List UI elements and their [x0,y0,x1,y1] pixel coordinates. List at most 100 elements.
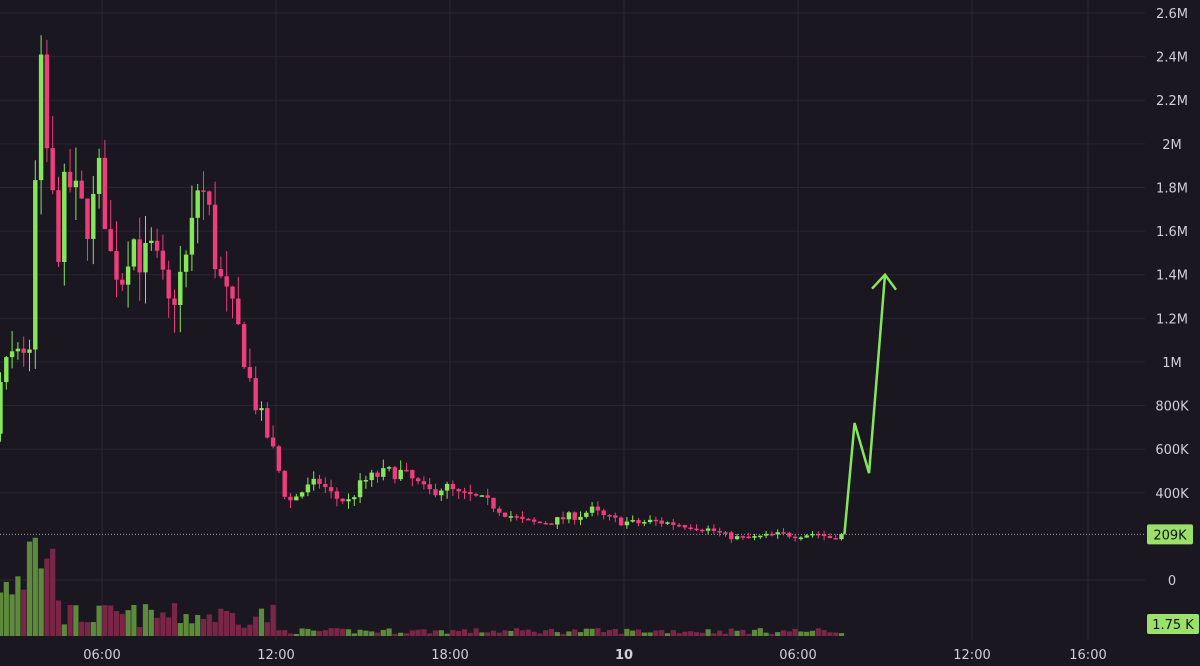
candle-body [520,516,525,519]
candle-body [67,171,73,188]
volume-bar [699,632,705,636]
x-axis: 06:00 12:00 18:00 10 06:00 12:00 16:00 [83,648,1106,663]
candle-body [114,251,119,280]
candle-body [665,522,670,524]
volume-bar [212,622,218,636]
candle-body [212,204,218,270]
candle-body [833,538,838,540]
candle-body [491,497,496,509]
price-badges: 209K 1.75 K [1147,524,1199,634]
volume-bar [775,632,781,636]
volume-bar [705,629,711,636]
volume-bar [166,617,172,636]
candle-body [537,521,543,524]
candle-body [265,408,270,438]
candle-body [230,286,235,299]
candle-body [479,495,485,497]
volume-bar [653,630,659,636]
volume-bar [55,600,62,636]
volume-bar [351,633,357,636]
volume-label: 1.75 K [1152,618,1194,633]
candle-body [711,528,717,531]
candle-body [497,508,502,513]
volume-bar [809,630,816,636]
candle-body [276,446,282,471]
current-price-badge [1147,524,1193,545]
volume-bar [38,568,44,636]
volume-bar [792,628,798,636]
volume-bar [183,614,189,636]
candle-body [752,536,757,538]
volume-bar [328,628,334,636]
y-tick-label: 2.4M [1156,51,1188,66]
volume-bar [264,622,270,636]
candle-body [218,269,224,277]
volume-bar [502,630,508,636]
candle-body [352,497,357,500]
volume-bar [560,633,566,636]
candle-body [473,494,479,496]
candle-body [241,324,247,368]
volume-bar [456,630,462,636]
volume-bar [253,616,259,636]
volume-bar [444,633,450,636]
volume-bar [96,605,102,636]
volume-bar [177,623,183,636]
y-tick-label: 2.6M [1156,7,1188,22]
candle-body [798,537,804,540]
candle-body [462,491,467,493]
volume-bar [635,629,642,636]
volume-bar [450,630,456,636]
volume-bar [519,630,526,636]
candle-body [694,528,699,531]
volume-bar [543,630,549,636]
volume-bar [728,628,734,636]
candle-body [450,483,456,490]
candle-body [340,498,345,502]
volume-bar [15,576,21,636]
volume-bar [664,633,671,636]
candle-body [671,522,676,525]
candle-body [108,229,113,252]
y-tick-label: 1.6M [1156,225,1188,240]
candle-body [334,491,340,499]
candle-body [816,533,821,536]
candle-body [149,240,154,243]
volume-bar [206,614,212,636]
candle-body [688,527,693,530]
volume-bar [26,541,33,636]
candle-body [584,512,589,517]
candle-body [189,217,195,255]
candle-body [224,276,229,287]
volume-bar [780,630,787,636]
volume-bar [195,614,201,636]
candle-body [96,157,102,194]
volume-bar [618,633,624,636]
candle-body [630,520,635,522]
volume-bar [50,548,56,636]
candle-body [56,190,61,262]
candle-body [508,516,514,518]
volume-bar [3,581,9,636]
candle-body [44,54,50,149]
candle-body [270,437,276,447]
candle-body [143,242,148,273]
volume-bar [386,628,392,636]
candle-body [328,487,334,492]
volume-bar [380,629,386,636]
volume-bar [508,630,514,636]
volume-bar [722,633,729,636]
forecast-arrow-head [871,272,898,291]
current-price-label: 209K [1153,528,1187,543]
candle-body [259,408,264,411]
candle-body [311,478,316,485]
volume-bar [804,631,810,636]
candle-body [682,525,688,528]
candle-body [729,532,734,540]
volume-bar [432,630,439,636]
candle-body [560,517,566,520]
volume-badge [1147,614,1199,634]
volume-bar [305,628,311,636]
candle-body [578,516,583,520]
